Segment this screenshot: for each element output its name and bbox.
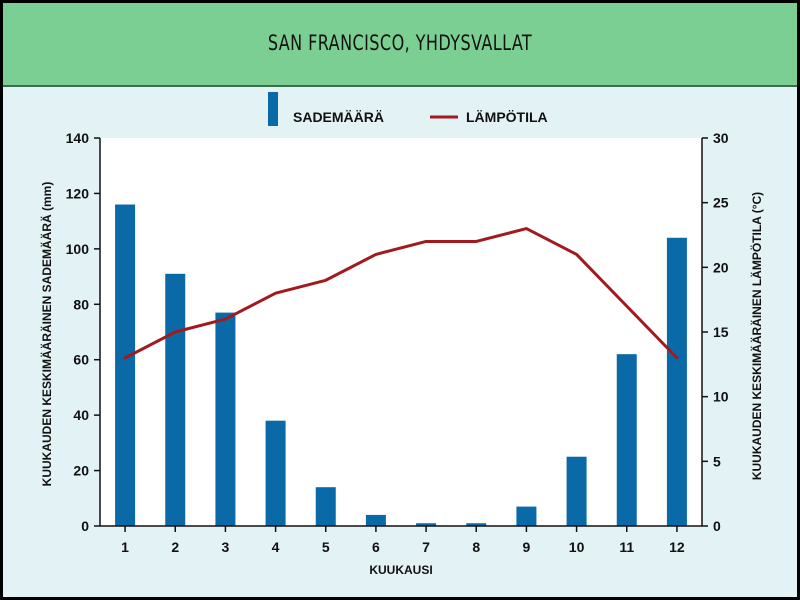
legend-precipitation-label: SADEMÄÄRÄ [293,109,384,125]
left-tick-label: 120 [66,185,90,201]
x-tick-label: 5 [322,539,330,555]
axis-labels: KUUKAUSI KUUKAUDEN KESKIMÄÄRÄINEN SADEMÄÄ… [39,182,764,577]
x-tick-label: 12 [669,539,685,555]
x-tick-label: 10 [569,539,585,555]
temperature-line [123,227,679,360]
precipitation-bar-1 [115,204,136,526]
right-tick-label: 0 [713,518,721,534]
right-tick-label: 20 [713,259,729,275]
x-axis-title: KUUKAUSI [369,563,432,577]
right-tick-label: 10 [713,389,729,405]
precipitation-bar-10 [566,456,587,526]
x-tick-label: 2 [171,539,179,555]
right-tick-label: 25 [713,195,729,211]
left-tick-label: 100 [66,241,90,257]
precipitation-bar-4 [265,420,286,526]
x-tick-label: 3 [222,539,230,555]
legend-temperature-label: LÄMPÖTILA [466,109,548,125]
right-tick-label: 5 [713,453,721,469]
legend-bar-swatch [268,92,278,126]
x-tick-label: 9 [523,539,531,555]
x-tick-label: 6 [372,539,380,555]
left-axis-title: KUUKAUDEN KESKIMÄÄRÄINEN SADEMÄÄRÄ (mm) [39,182,54,487]
precipitation-bar-8 [466,523,487,526]
precipitation-bar-11 [616,354,637,526]
precipitation-bar-3 [215,312,236,526]
precipitation-bar-6 [365,514,386,526]
chart-title: SAN FRANCISCO, YHDYSVALLAT [267,31,533,55]
x-tick-label: 11 [619,539,634,555]
precipitation-bar-2 [165,273,186,526]
precipitation-bars [115,204,687,526]
legend: SADEMÄÄRÄ LÄMPÖTILA [268,92,548,126]
precipitation-bar-7 [416,523,437,526]
precipitation-bar-5 [315,487,336,526]
x-tick-label: 1 [121,539,129,555]
right-axis-title: KUUKAUDEN KESKIMÄÄRÄINEN LÄMPÖTILA (°C) [749,192,764,480]
right-tick-label: 30 [713,130,729,146]
precipitation-bar-9 [516,506,537,526]
x-tick-label: 8 [472,539,480,555]
left-tick-label: 140 [66,130,90,146]
temperature-line-group [123,227,679,360]
x-tick-label: 7 [422,539,430,555]
x-tick-label: 4 [272,539,280,555]
left-tick-label: 20 [73,463,89,479]
precipitation-bar-12 [666,237,687,526]
left-tick-label: 80 [73,296,89,312]
plot-area [100,138,702,526]
left-tick-label: 0 [81,518,89,534]
left-tick-label: 40 [73,407,89,423]
title-banner: SAN FRANCISCO, YHDYSVALLAT [3,3,797,87]
plot-background [100,138,702,526]
right-tick-label: 15 [713,324,729,340]
left-tick-label: 60 [73,352,89,368]
